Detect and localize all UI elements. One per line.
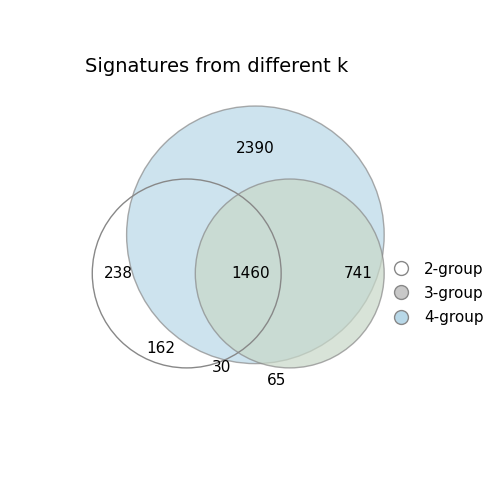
Text: 65: 65 <box>267 373 287 388</box>
Text: 30: 30 <box>211 360 231 375</box>
Text: 741: 741 <box>344 266 373 281</box>
Legend: 2-group, 3-group, 4-group: 2-group, 3-group, 4-group <box>379 254 491 333</box>
Text: 2390: 2390 <box>236 142 275 156</box>
Circle shape <box>127 106 384 363</box>
Circle shape <box>195 179 384 368</box>
Title: Signatures from different k: Signatures from different k <box>85 57 348 76</box>
Text: 238: 238 <box>103 266 133 281</box>
Text: 162: 162 <box>147 341 175 356</box>
Text: 1460: 1460 <box>232 266 271 281</box>
